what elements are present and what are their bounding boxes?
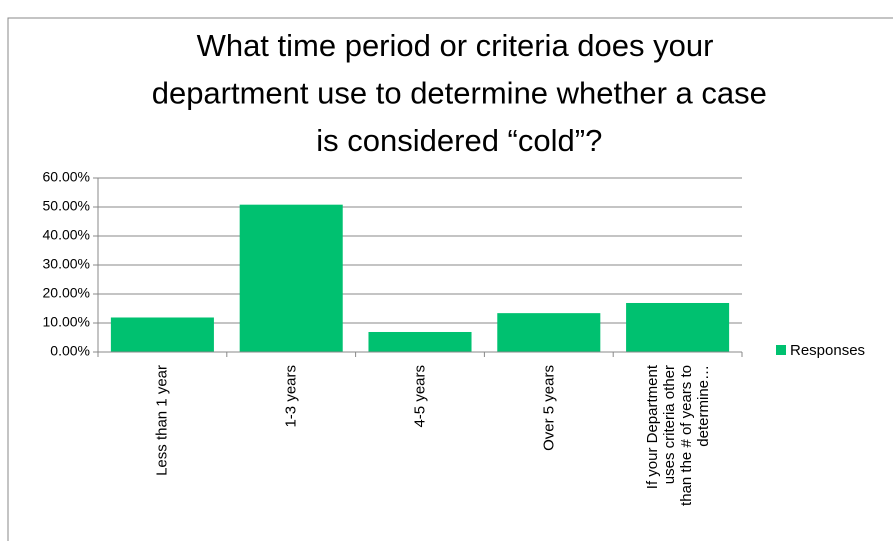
y-tick-label: 0.00% — [50, 343, 90, 359]
x-tick-label: If your Department uses criteria other t… — [643, 365, 712, 506]
bar — [239, 204, 343, 352]
bar — [626, 302, 730, 352]
chart-frame — [7, 17, 893, 541]
y-tick-label: 10.00% — [43, 314, 90, 330]
x-tick-label: Less than 1 year — [153, 365, 171, 476]
y-tick-label: 40.00% — [43, 227, 90, 243]
y-tick-label: 50.00% — [43, 198, 90, 214]
x-tick-label: Over 5 years — [540, 365, 558, 451]
chart-title: What time period or criteria does your d… — [143, 28, 767, 158]
legend-label: Responses — [790, 342, 865, 359]
x-tick-label: 4-5 years — [411, 365, 429, 428]
x-tick-label: 1-3 years — [282, 365, 300, 428]
bar — [110, 317, 214, 352]
y-tick-label: 30.00% — [43, 256, 90, 272]
y-tick-label: 20.00% — [43, 285, 90, 301]
legend-swatch — [776, 345, 786, 355]
y-tick-label: 60.00% — [43, 169, 90, 185]
bar — [368, 331, 472, 352]
bar — [497, 313, 601, 352]
